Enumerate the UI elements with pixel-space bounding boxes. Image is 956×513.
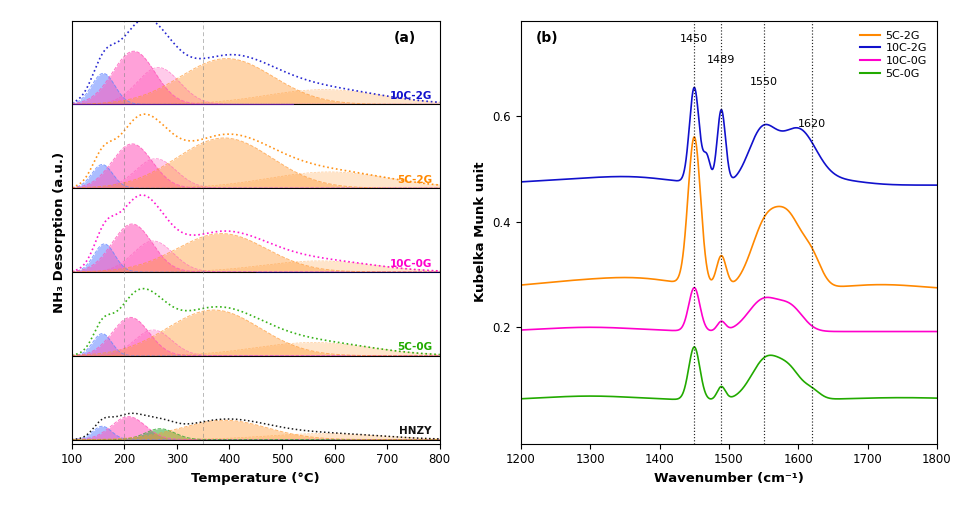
Text: 5C-2G: 5C-2G [397, 175, 432, 185]
Y-axis label: Kubelka Munk unit: Kubelka Munk unit [474, 162, 488, 302]
Text: 1489: 1489 [707, 55, 735, 66]
Text: 1620: 1620 [798, 119, 826, 129]
Y-axis label: NH₃ Desorption (a.u.): NH₃ Desorption (a.u.) [54, 151, 66, 313]
Text: 1450: 1450 [681, 34, 708, 44]
Text: 10C-0G: 10C-0G [389, 259, 432, 269]
Text: HNZY: HNZY [400, 426, 432, 436]
Text: 1550: 1550 [750, 76, 777, 87]
Text: (b): (b) [535, 31, 558, 45]
X-axis label: Temperature (°C): Temperature (°C) [191, 472, 320, 485]
Legend: 5C-2G, 10C-2G, 10C-0G, 5C-0G: 5C-2G, 10C-2G, 10C-0G, 5C-0G [856, 26, 931, 83]
Text: 10C-2G: 10C-2G [389, 91, 432, 101]
X-axis label: Wavenumber (cm⁻¹): Wavenumber (cm⁻¹) [654, 472, 804, 485]
Text: 5C-0G: 5C-0G [397, 342, 432, 352]
Text: (a): (a) [394, 31, 416, 45]
